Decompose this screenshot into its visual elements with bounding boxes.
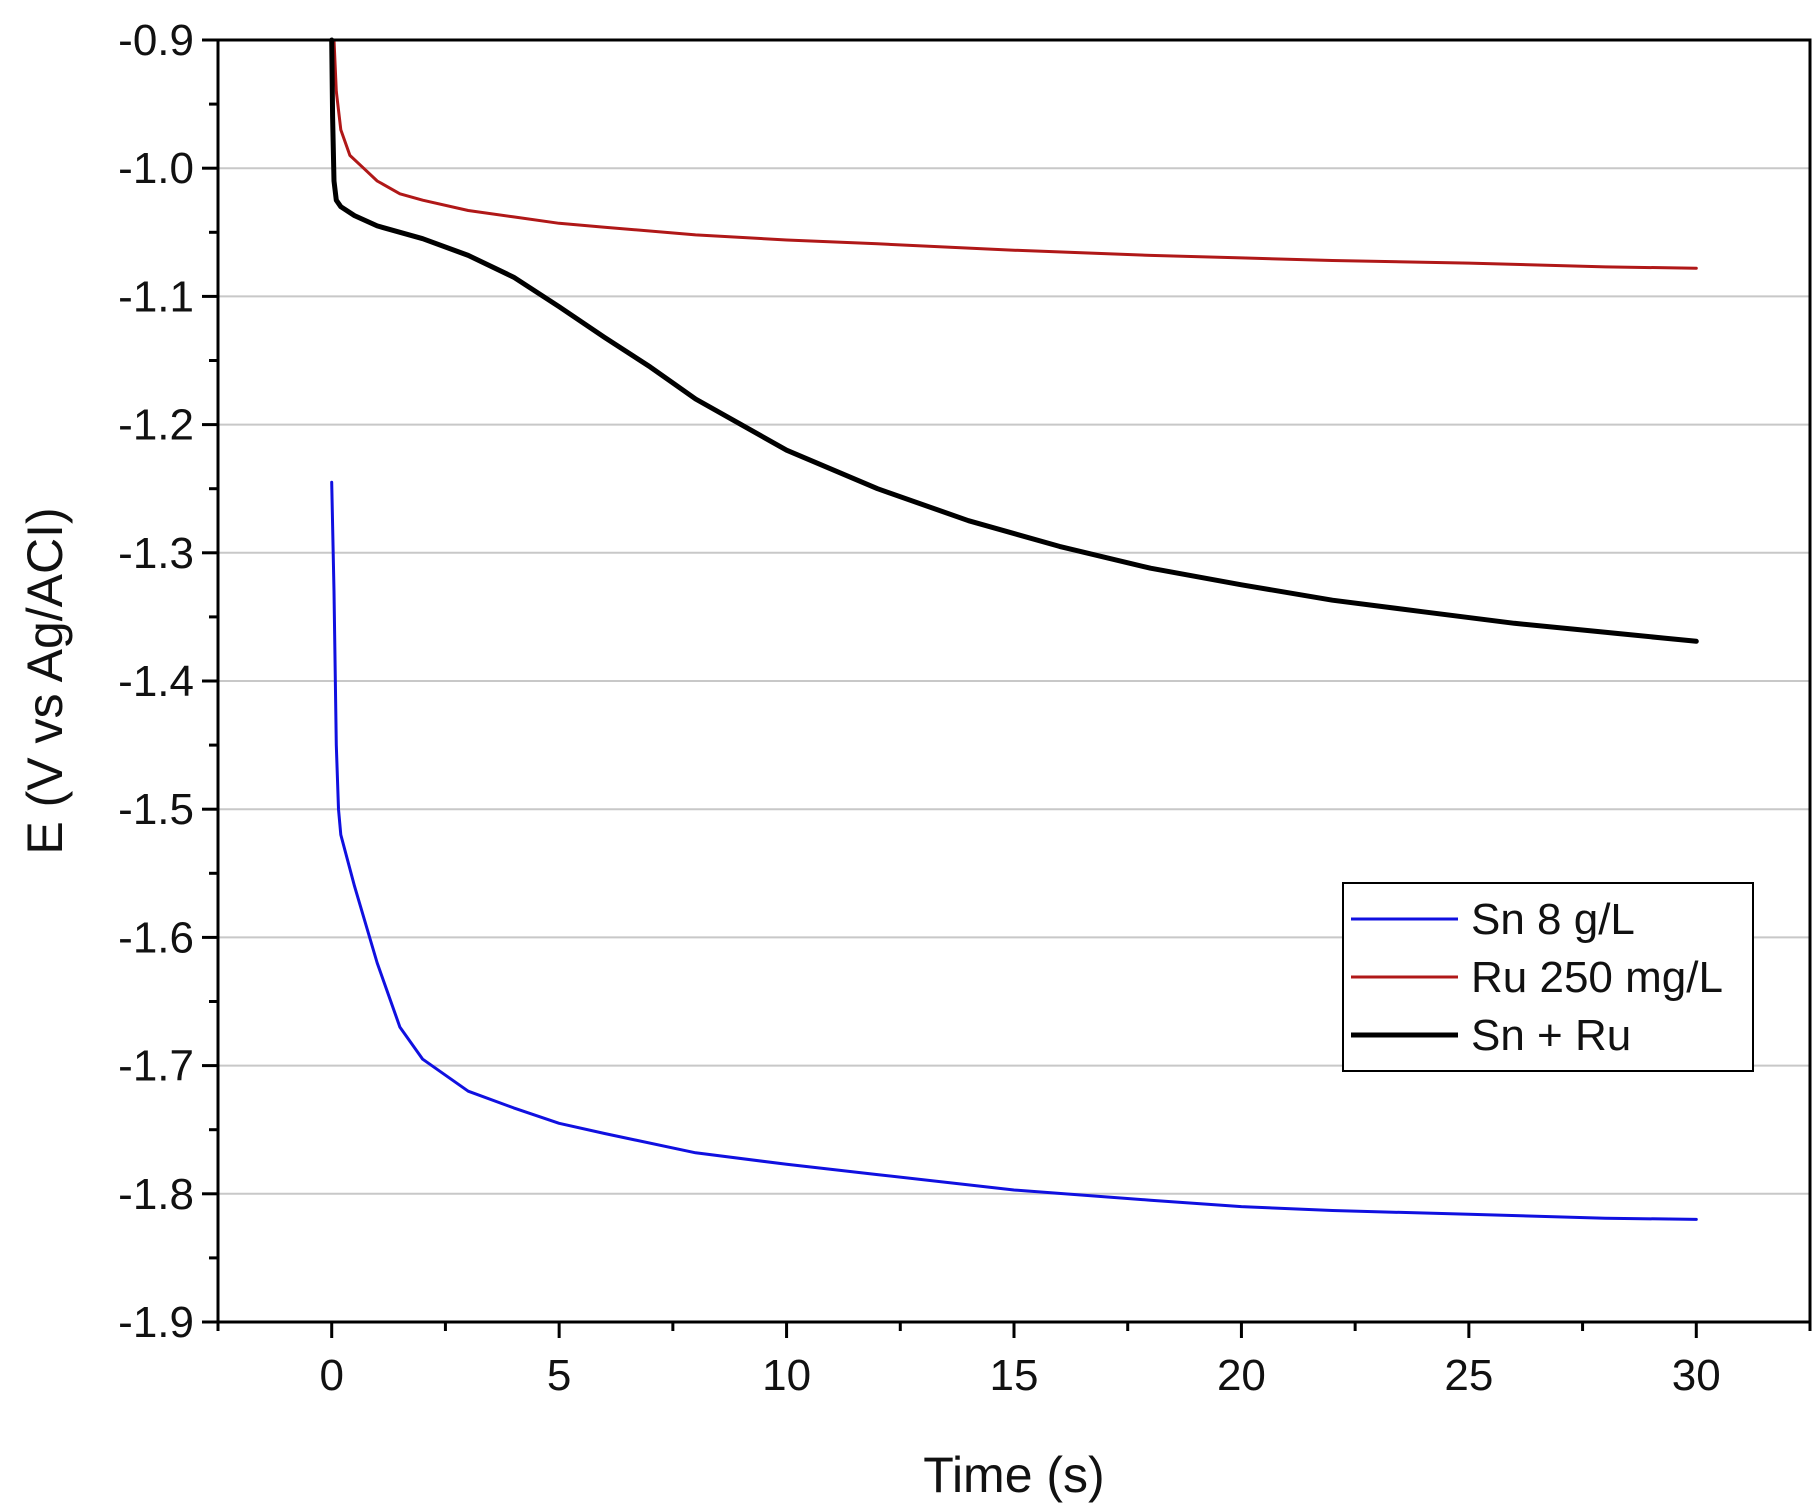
series-line-1 [332, 38, 1698, 270]
series-line-2 [329, 37, 1699, 644]
y-tick-label: -1.2 [118, 401, 194, 450]
x-tick-label: 30 [1672, 1351, 1721, 1400]
y-tick-label: -1.0 [118, 144, 194, 193]
y-tick-label: -1.7 [118, 1042, 194, 1091]
x-tick-label: 0 [319, 1351, 343, 1400]
legend-label: Sn + Ru [1471, 1011, 1631, 1060]
y-tick-label: -1.8 [118, 1170, 194, 1219]
series-group [329, 37, 1699, 1221]
y-tick-label: -1.3 [118, 529, 194, 578]
y-axis-label: E (V vs Ag/ACI) [17, 507, 73, 854]
x-tick-label: 15 [990, 1351, 1039, 1400]
y-tick-label: -1.5 [118, 785, 194, 834]
legend: Sn 8 g/L Ru 250 mg/L Sn + Ru [1342, 882, 1754, 1072]
y-tick-labels: -0.9 -1.0 -1.1 -1.2 -1.3 -1.4 -1.5 -1.6 -1.7 -1.8… [118, 16, 194, 1347]
y-tick-label: -1.1 [118, 272, 194, 321]
grid [218, 167, 1810, 1195]
series-line-0 [330, 480, 1698, 1221]
x-tick-label: 10 [762, 1351, 811, 1400]
y-tick-label: -0.9 [118, 16, 194, 65]
legend-label: Ru 250 mg/L [1471, 953, 1723, 1002]
x-tick-labels: 0 5 10 15 20 25 30 [319, 1351, 1720, 1400]
x-tick-label: 20 [1217, 1351, 1266, 1400]
y-tick-label: -1.4 [118, 657, 194, 706]
axis-ticks [202, 38, 1812, 1338]
x-tick-label: 25 [1444, 1351, 1493, 1400]
x-axis-label: Time (s) [923, 1447, 1104, 1503]
y-tick-label: -1.9 [118, 1298, 194, 1347]
legend-label: Sn 8 g/L [1471, 895, 1635, 944]
x-tick-label: 5 [547, 1351, 571, 1400]
y-tick-label: -1.6 [118, 913, 194, 962]
